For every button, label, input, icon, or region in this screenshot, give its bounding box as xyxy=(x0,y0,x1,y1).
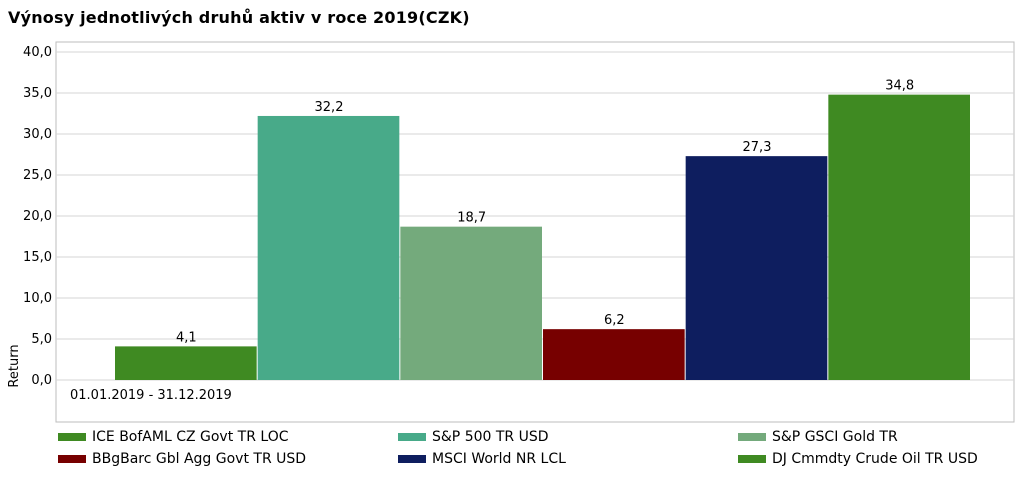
legend-label: ICE BofAML CZ Govt TR LOC xyxy=(92,429,289,445)
legend-label: DJ Cmmdty Crude Oil TR USD xyxy=(772,451,978,467)
legend-swatch xyxy=(738,433,766,441)
legend-label: S&P 500 TR USD xyxy=(432,429,549,445)
bar xyxy=(257,115,400,381)
y-tick-label: 40,0 xyxy=(23,45,52,60)
bar xyxy=(543,329,685,380)
legend-item[interactable]: BBgBarc Gbl Agg Govt TR USD xyxy=(58,451,306,467)
y-tick-label: 0,0 xyxy=(31,373,52,388)
chart-title: Výnosy jednotlivých druhů aktiv v roce 2… xyxy=(8,8,470,27)
legend-item[interactable]: S&P GSCI Gold TR xyxy=(738,429,898,445)
bar xyxy=(115,346,257,380)
y-tick-label: 30,0 xyxy=(23,127,52,142)
y-axis-label: Return xyxy=(7,344,22,387)
data-label: 27,3 xyxy=(743,140,772,155)
data-label: 32,2 xyxy=(315,100,344,115)
bar-chart: 0,0 5,0 10,0 15,0 20,0 25,0 30,0 35,0 40,0 Return… xyxy=(7,41,1015,423)
data-label: 4,1 xyxy=(176,330,197,345)
y-tick-label: 5,0 xyxy=(31,332,52,347)
legend-item[interactable]: DJ Cmmdty Crude Oil TR USD xyxy=(738,451,978,467)
y-tick-label: 20,0 xyxy=(23,209,52,224)
legend-item[interactable]: S&P 500 TR USD xyxy=(398,429,549,445)
legend-swatch xyxy=(58,433,86,441)
legend-item[interactable]: MSCI World NR LCL xyxy=(398,451,566,467)
bar xyxy=(828,94,970,380)
legend-item[interactable]: ICE BofAML CZ Govt TR LOC xyxy=(58,429,289,445)
data-label: 6,2 xyxy=(604,313,625,328)
data-label: 34,8 xyxy=(885,79,914,94)
legend-swatch xyxy=(398,455,426,463)
legend-label: BBgBarc Gbl Agg Govt TR USD xyxy=(92,451,307,467)
y-tick-label: 25,0 xyxy=(23,168,52,183)
x-axis-label: 01.01.2019 - 31.12.2019 xyxy=(70,388,232,403)
data-label: 18,7 xyxy=(457,211,486,226)
legend-swatch xyxy=(58,455,86,463)
legend-label: S&P GSCI Gold TR xyxy=(772,429,898,445)
legend-swatch xyxy=(738,455,766,463)
bar xyxy=(400,226,542,380)
y-tick-label: 15,0 xyxy=(23,250,52,265)
legend-swatch xyxy=(398,433,426,441)
y-tick-label: 35,0 xyxy=(23,86,52,101)
y-tick-label: 10,0 xyxy=(23,291,52,306)
bar xyxy=(685,156,828,380)
legend-label: MSCI World NR LCL xyxy=(432,451,566,467)
